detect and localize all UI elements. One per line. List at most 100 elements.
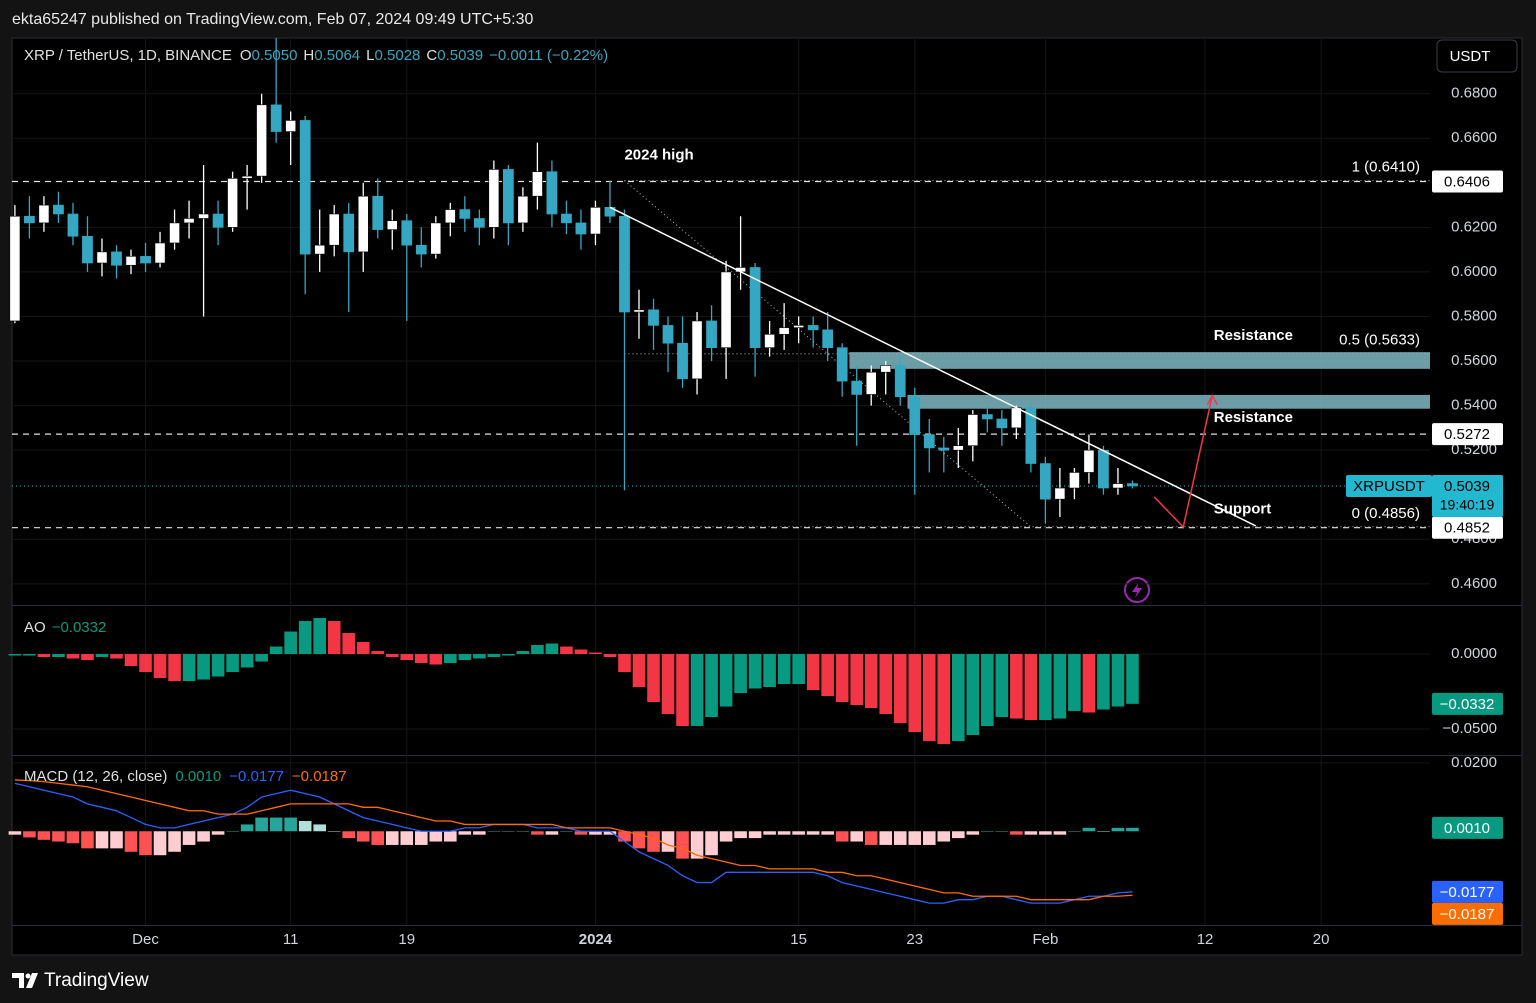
ohlc-value: 0.5039	[437, 47, 483, 64]
macd-hist-bar	[835, 831, 849, 842]
ao-bar	[429, 654, 443, 665]
ao-bar	[603, 654, 617, 658]
ao-bar	[1111, 654, 1125, 707]
annotation: Resistance	[1214, 409, 1293, 426]
ao-bar	[269, 646, 283, 655]
ao-bar	[153, 654, 167, 679]
ao-bar	[821, 654, 834, 697]
fib-label: 1 (0.6410)	[1352, 159, 1420, 176]
y-tick-label: 0.6800	[1451, 85, 1497, 102]
ao-bar	[734, 654, 747, 694]
macd-hist-bar	[705, 831, 718, 856]
ao-bar	[937, 654, 951, 745]
candle-body	[1127, 483, 1138, 487]
candle-body	[227, 178, 238, 228]
ao-bar	[516, 651, 530, 655]
macd-hist-bar	[589, 831, 602, 835]
level-label: 0.5272	[1444, 426, 1490, 443]
macd-hist-bar	[298, 821, 312, 832]
ao-bar	[1068, 654, 1081, 712]
trendline	[609, 206, 1257, 527]
ao-bar	[806, 654, 820, 691]
macd-hist-bar	[81, 831, 94, 849]
candle-body	[198, 213, 209, 219]
projection-arrow	[1153, 395, 1214, 529]
macd-hist-bar	[168, 831, 181, 852]
macd-hist-bar	[777, 831, 791, 835]
candle-body	[502, 169, 514, 224]
fib-diagonal	[624, 180, 1032, 528]
ao-bar	[52, 654, 65, 658]
macd-hist-bar	[37, 831, 51, 840]
candle-body	[822, 329, 834, 348]
ao-bar	[81, 654, 94, 661]
y-tick-label: 0.5200	[1451, 441, 1497, 458]
currency-button[interactable]	[1436, 39, 1518, 73]
ao-bar	[1082, 654, 1096, 713]
candle-body	[415, 244, 427, 255]
ao-bar	[473, 654, 486, 659]
currency-label[interactable]: USDT	[1450, 48, 1491, 65]
candle-body	[53, 204, 64, 215]
resistance-zone	[907, 394, 1430, 409]
macd-name: MACD (12, 26, close)	[24, 768, 167, 785]
candle-body	[183, 218, 195, 224]
candle-body	[967, 414, 979, 447]
ao-bar	[705, 654, 718, 718]
candle-body	[96, 251, 108, 264]
macd-hist-bar	[574, 831, 588, 835]
candle-body	[1040, 463, 1051, 500]
candle-body	[1112, 483, 1124, 489]
alert-icon[interactable]	[1124, 577, 1150, 603]
x-tick-label: 15	[790, 931, 807, 948]
macd-hist-bar	[908, 831, 922, 845]
macd-hist-bar	[356, 831, 370, 842]
candle-body	[677, 342, 688, 380]
macd-hist-bar	[516, 831, 530, 832]
macd-hist-bar	[66, 831, 80, 844]
macd-hist-bar	[284, 817, 297, 832]
ohlc-key: C	[426, 47, 437, 64]
ohlc-value: 0.5028	[375, 47, 421, 64]
ao-bar	[922, 654, 936, 742]
ao-bar	[66, 654, 80, 659]
ao-bar	[226, 654, 239, 673]
ao-bar	[139, 654, 152, 673]
ao-bar	[444, 654, 457, 664]
ao-bar	[952, 654, 965, 742]
macd-hist-bar	[269, 817, 283, 832]
candle-body	[619, 215, 630, 313]
macd-hist-bar	[487, 831, 501, 832]
macd-series-label-box	[1432, 902, 1503, 925]
macd-hist-bar	[110, 831, 123, 849]
macd-series-label: −0.0177	[1440, 884, 1495, 901]
level-label-box	[1432, 423, 1503, 446]
candle-body	[648, 309, 659, 326]
candle-body	[343, 213, 355, 253]
macd-hist-bar	[23, 831, 36, 838]
candle-body	[749, 267, 761, 348]
candle-body	[1069, 472, 1080, 489]
ao-bar	[719, 654, 733, 707]
ao-bar	[995, 654, 1009, 718]
candle-body	[270, 104, 282, 132]
candle-body	[82, 235, 93, 264]
macd-hist-bar	[139, 831, 152, 856]
macd-hist-bar	[52, 831, 65, 842]
change: −0.0011 (−0.22%)	[489, 47, 608, 64]
x-tick-label: 2024	[579, 931, 613, 948]
ao-bar	[850, 654, 864, 706]
ao-bar	[879, 654, 893, 715]
ohlc-key: L	[366, 47, 374, 64]
macd-hist-bar	[603, 831, 617, 835]
macd-hist-bar	[763, 831, 776, 835]
macd-hist-bar	[1053, 831, 1067, 835]
ao-bar	[1126, 654, 1139, 704]
macd-hist-bar	[661, 831, 675, 852]
ao-last-label: −0.0332	[1440, 696, 1495, 713]
macd-legend: MACD (12, 26, close) 0.0010 −0.0177 −0.0187	[24, 768, 347, 785]
ao-bar	[835, 654, 849, 703]
macd-hist-bar	[531, 831, 544, 835]
publish-info: ekta65247 published on TradingView.com, …	[12, 11, 534, 28]
y-tick-label: 0.6200	[1451, 218, 1497, 235]
